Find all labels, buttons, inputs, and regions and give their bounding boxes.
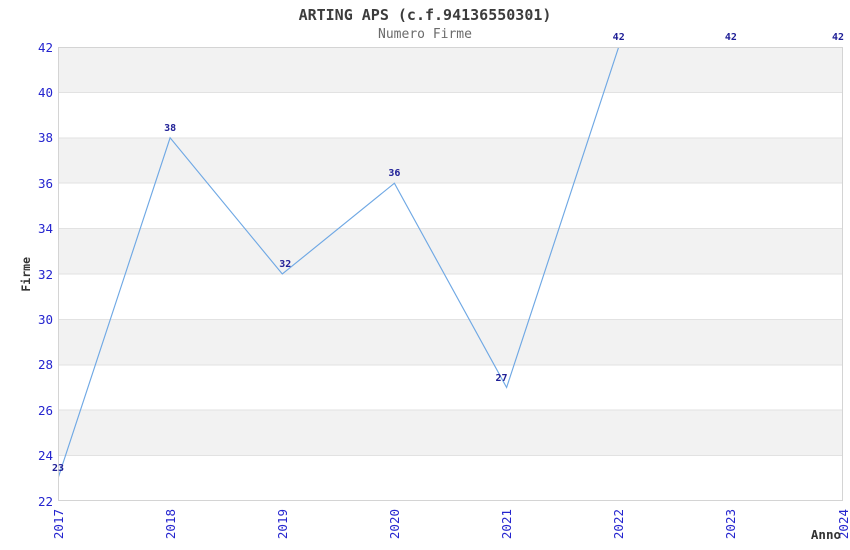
grid-band: [58, 319, 843, 365]
y-tick-label: 28: [37, 357, 53, 373]
chart-title: ARTING APS (c.f.94136550301): [298, 6, 552, 24]
y-tick-label: 42: [37, 39, 53, 55]
y-tick-label: 26: [37, 402, 53, 418]
point-label: 32: [279, 259, 292, 270]
point-label: 38: [164, 122, 177, 134]
point-label: 42: [724, 32, 737, 43]
y-tick-label: 22: [37, 493, 53, 509]
chart-subtitle: Numero Firme: [378, 27, 472, 42]
point-label: 42: [831, 32, 845, 43]
x-tick-label: 2018: [162, 509, 178, 540]
grid-band: [58, 47, 843, 93]
grid-band: [58, 410, 843, 456]
x-tick-label: 2021: [499, 509, 515, 540]
y-tick-label: 34: [37, 221, 53, 237]
x-tick-label: 2022: [611, 509, 627, 540]
grid-band: [58, 228, 843, 274]
x-tick-label: 2019: [274, 509, 290, 540]
x-tick-label: 2023: [723, 509, 739, 540]
point-label: 23: [51, 463, 65, 475]
plot-canvas: [58, 47, 843, 479]
point-label: 36: [388, 168, 401, 180]
y-tick-label: 40: [37, 84, 53, 100]
point-label: 27: [495, 372, 508, 384]
data-line: [58, 47, 843, 479]
y-tick-label: 30: [37, 311, 53, 327]
y-tick-label: 38: [37, 130, 53, 146]
point-label: 42: [612, 32, 625, 43]
y-tick-label: 36: [37, 175, 53, 191]
x-tick-label: 2020: [386, 509, 402, 540]
y-tick-label: 32: [37, 266, 53, 282]
x-axis-title: Anno: [810, 527, 841, 542]
y-axis-title: Firme: [19, 257, 33, 292]
y-tick-label: 24: [37, 448, 53, 464]
x-tick-label: 2017: [50, 509, 66, 540]
plot-area: [58, 47, 843, 501]
